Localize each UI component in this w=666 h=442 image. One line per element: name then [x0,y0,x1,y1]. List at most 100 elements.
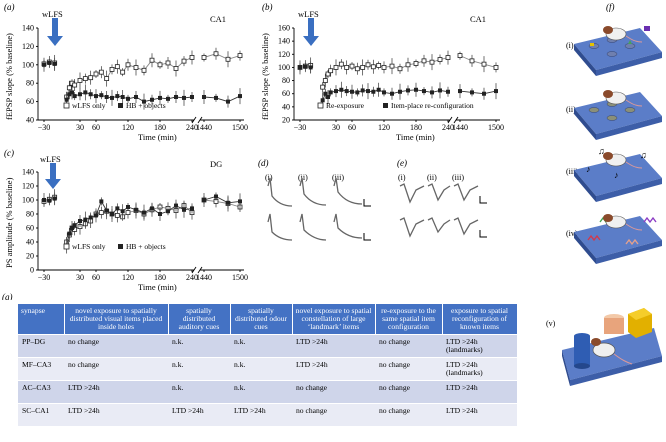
series-line [203,199,241,208]
data-point-filled [174,95,178,99]
y-tick-label: 60 [26,97,34,106]
x-tick-label: 30 [76,273,84,282]
data-point-open [389,63,395,69]
data-point-filled [298,65,302,70]
data-point-filled [438,88,442,93]
x-tick-label: −30 [294,123,307,132]
data-point-filled [52,196,57,201]
x-tick-label: 1500 [232,123,248,132]
table-cell: LTD >24h (landmarks) [442,356,517,381]
panel-b-label: (b) [262,2,273,12]
legend-c-item-1: HB + objects [126,242,166,251]
panel-c-region: DG [210,159,222,169]
data-point-filled [83,217,88,222]
odour-cue-icon [643,216,657,224]
data-point-filled [308,65,313,70]
x-tick-label: 1500 [232,273,248,282]
series-line [66,57,193,98]
panel-f: (f) [606,2,615,12]
auditory-cue-icon: ♪ [586,164,591,174]
trace-e-iii-top [453,183,479,202]
rat-tail [625,99,643,107]
figure-canvas: (a) CA1 wLFS fEPSP slope (% baseline) Ti… [2,2,662,300]
data-point-filled [42,62,46,67]
data-point-filled [142,99,146,104]
panel-b: (b) CA1 wLFS fEPSP slope (% baseline) Ti… [260,2,504,142]
platform-top [574,216,662,258]
panel-a-label: (a) [4,2,15,12]
data-point-filled [83,90,88,95]
series-line [322,57,449,88]
data-point-filled [422,89,426,94]
data-point-open [413,61,419,66]
table-row-synapse: PP–DG [18,333,64,358]
panel-d-traces [267,177,363,241]
panel-e-sub-ii: (ii) [427,173,437,182]
axis-break-mark [197,116,203,124]
platform-side [596,52,662,76]
x-tick-label: 120 [122,123,134,132]
panel-a-stim-label: wLFS [42,9,63,19]
data-point-open [469,58,475,64]
scale-bar-d-top [363,199,371,207]
data-point-open [173,66,179,71]
table-cell: no change [375,333,442,358]
data-point-filled [334,89,338,94]
data-point-open [141,67,147,73]
table-cell: n.k. [230,356,292,381]
visual-item [644,26,650,31]
data-point-filled [446,89,450,94]
panel-a-ylabel: fEPSP slope (% baseline) [4,33,14,120]
arena-cartoon-3: (iii) ♫ ♪ ♫ ♪ [566,146,662,202]
table-row: PP–DG no change n.k. n.k. LTD >24h no change L… [18,333,517,358]
table-cell: LTD >24h [292,356,375,381]
auditory-cue-icon: ♫ [598,146,605,156]
data-point-filled [190,206,194,211]
y-tick-label: 80 [26,79,34,88]
data-point-open [114,64,120,70]
odour-cue-icon [587,234,601,242]
hole [606,115,618,121]
panel-c-stim-arrow-shaft [50,163,56,179]
panel-d: (d) (i) (ii) (iii) [258,158,371,241]
platform-edge [574,108,596,140]
panel-c-xlabel: Time (min) [138,282,177,292]
data-point-open [365,62,371,68]
y-tick-label: 100 [22,60,34,69]
data-point-filled [190,95,194,99]
data-point-filled [126,205,130,209]
series-line [459,55,497,68]
panel-b-ylabel: fEPSP slope (% baseline) [260,33,270,120]
data-point-open [98,69,104,75]
axis-break-mark [197,266,203,274]
panel-c-legend: wLFS only HB + objects [63,242,166,251]
panel-c-stim-label: wLFS [40,154,61,164]
table-cell: LTD >24h [64,402,168,426]
x-tick-label: 30 [332,123,340,132]
x-tick-label: 120 [122,273,134,282]
data-point-open [125,62,131,68]
data-point-open [120,69,126,75]
rat-head [603,214,613,222]
table-cell: no change [64,333,168,358]
data-point-filled [398,89,402,94]
trace-e-i-bottom [399,217,425,238]
panel-a-region: CA1 [210,14,226,24]
table-header-row: synapse novel exposure to spatially dist… [18,304,518,335]
data-point-filled [134,95,138,99]
data-point-open [104,76,110,81]
hole [606,51,618,57]
x-tick-label: 120 [378,123,390,132]
panel-f-cartoons: (i) (ii) (iii) ♫ ♪ ♫ ♪ (iv) [566,26,662,264]
data-point-open [333,65,339,70]
x-tick-label: 240 [186,123,198,132]
y-tick-label: 140 [278,37,290,46]
rat-tail [625,35,643,43]
data-point-open [320,84,326,90]
data-point-open [93,71,99,77]
legend-marker-filled [118,244,123,249]
data-point-filled [64,97,69,102]
data-point-filled [303,64,308,69]
panel-c-plot [41,189,243,254]
platform-side [596,240,662,264]
